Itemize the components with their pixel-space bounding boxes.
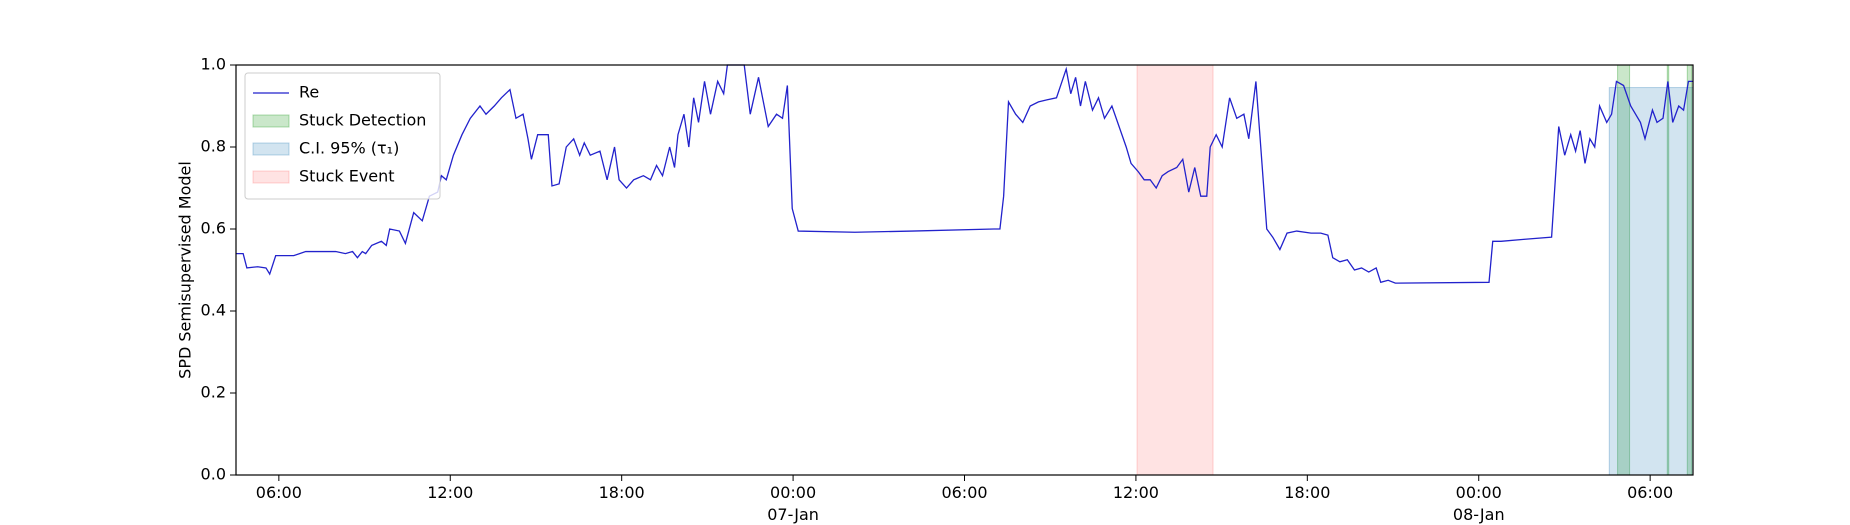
y-tick-label: 0.2	[201, 383, 226, 402]
x-tick-label: 06:00	[256, 483, 302, 502]
y-tick-label: 0.0	[201, 465, 226, 484]
legend-label: C.I. 95% (τ₁)	[299, 139, 399, 158]
x-tick-label: 12:00	[427, 483, 473, 502]
legend-box	[244, 72, 441, 200]
shaded-region	[1136, 64, 1214, 476]
legend-label: Stuck Event	[299, 167, 395, 186]
y-tick-label: 0.6	[201, 219, 226, 238]
y-tick-label: 1.0	[201, 55, 226, 74]
shaded-region	[1608, 87, 1694, 476]
legend: Re Stuck Detection C.I. 95% (τ₁) Stuck Even…	[244, 72, 441, 200]
legend-swatch	[252, 114, 290, 128]
plot-frame	[235, 64, 1694, 476]
y-tick-label: 0.8	[201, 137, 226, 156]
x-tick-label: 00:00 08-Jan	[1453, 483, 1505, 524]
x-tick-label: 18:00	[599, 483, 645, 502]
data-line	[236, 64, 1693, 284]
legend-label: Stuck Detection	[299, 111, 426, 130]
legend-swatch	[252, 142, 290, 156]
x-tick-label: 06:00	[1627, 483, 1673, 502]
y-axis-label: SPD Semisupervised Model	[176, 161, 195, 379]
y-tick-label: 0.4	[201, 301, 226, 320]
legend-swatch	[252, 170, 290, 184]
x-tick-label: 12:00	[1113, 483, 1159, 502]
x-tick-label: 18:00	[1284, 483, 1330, 502]
legend-label: Re	[299, 83, 319, 102]
x-tick-label: 06:00	[941, 483, 987, 502]
